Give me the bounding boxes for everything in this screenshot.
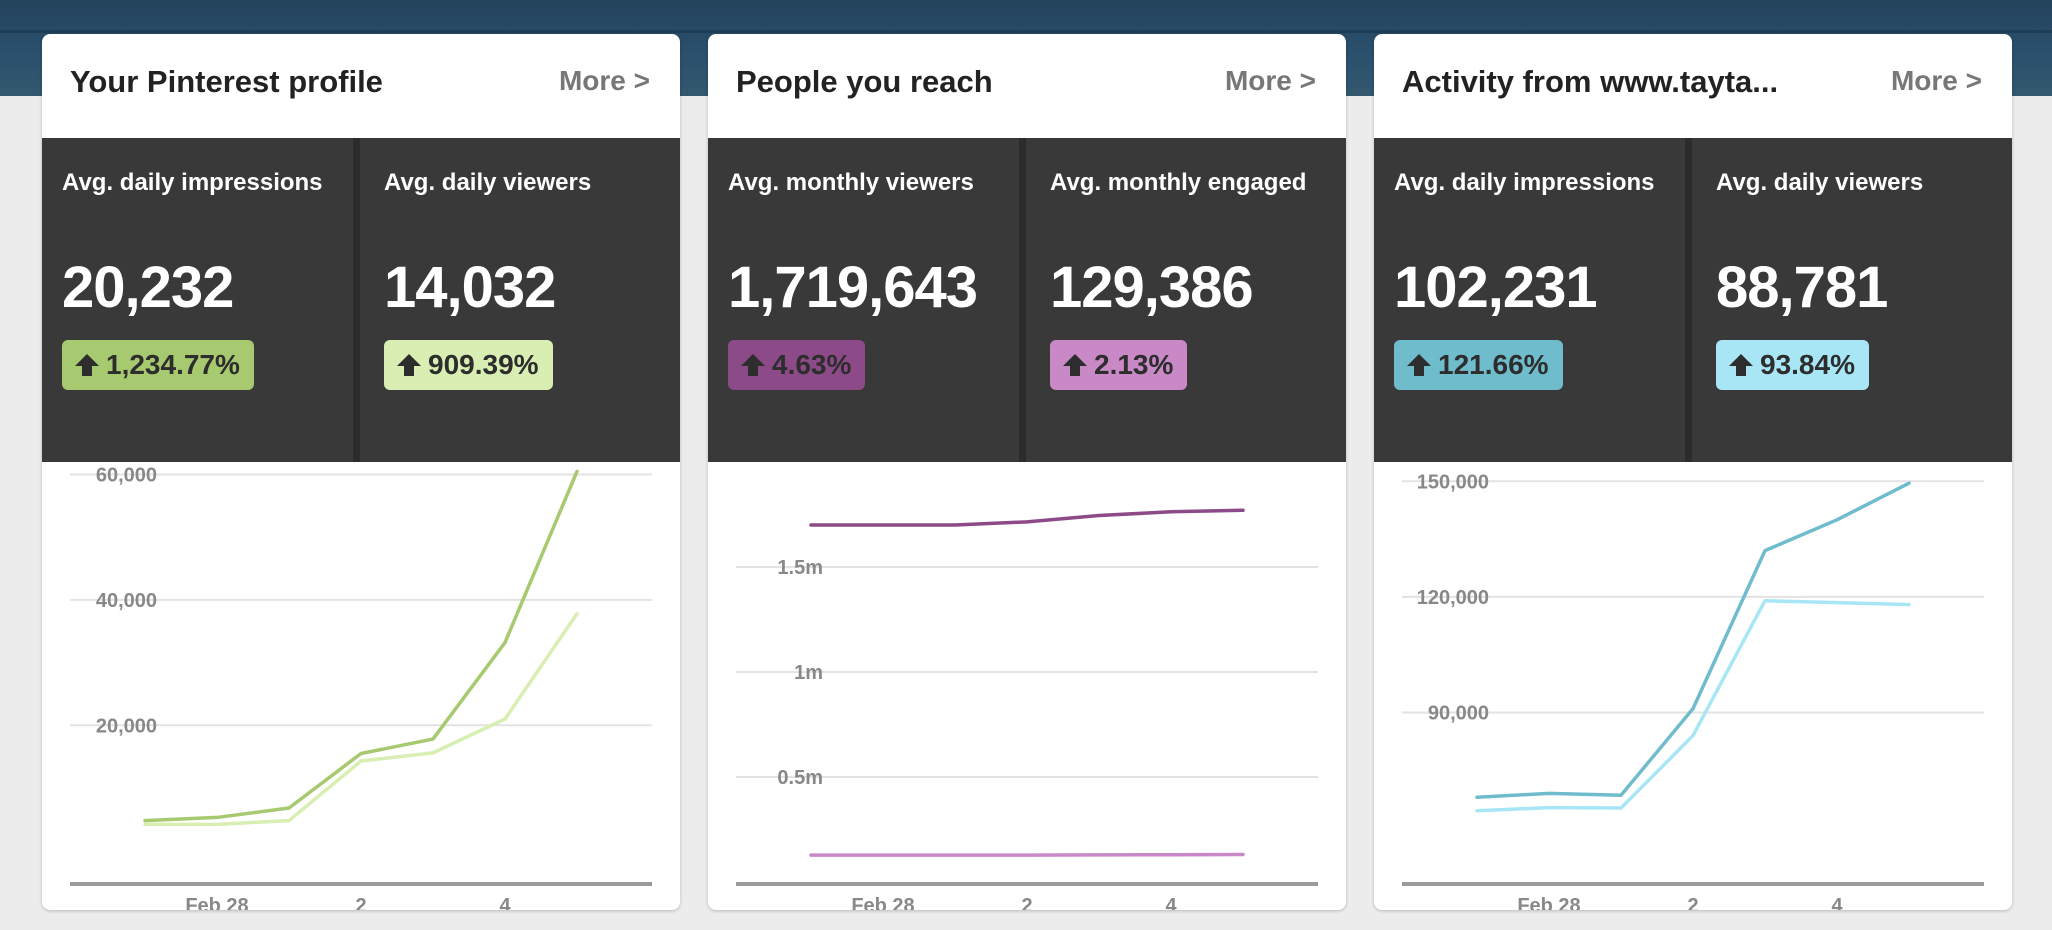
y-tick-label: 60,000 [96,465,157,487]
x-tick-label: 4 [1165,895,1177,910]
stat-value: 14,032 [384,255,556,320]
stat-label: Avg. monthly viewers [728,169,974,196]
y-tick-label: 1m [794,662,823,684]
change-percent: 1,234.77% [106,349,240,380]
arrow-up-icon [1729,354,1753,376]
x-tick-label: 2 [355,895,366,910]
stat-label: Avg. daily impressions [1394,169,1655,196]
change-percent: 2.13% [1094,349,1174,380]
stat-avg-daily-viewers: Avg. daily viewers 88,781 93.84% [1716,138,2012,462]
x-tick-label: Feb 28 [1517,895,1580,910]
x-tick-label: 4 [1831,895,1843,910]
card-title: People you reach [736,64,993,99]
y-tick-label: 20,000 [96,715,157,737]
series-line [1475,481,1911,799]
card-website-activity: Activity from www.tayta... More > Avg. d… [1374,34,2012,910]
more-link[interactable]: More > [558,65,650,96]
x-tick-label: 2 [1687,895,1698,910]
y-tick-label: 1.5m [777,557,823,579]
stat-label: Avg. monthly engaged [1050,169,1307,196]
x-tick-label: 4 [499,895,511,910]
line-chart: 20,000 40,000 60,000 Feb 28 2 4 [42,462,680,910]
card-header: Your Pinterest profile More > [42,34,680,138]
change-badge: 1,234.77% [62,340,254,390]
card-title: Your Pinterest profile [70,64,383,99]
stat-value: 20,232 [62,255,234,320]
y-tick-label: 150,000 [1417,471,1489,493]
series-line [809,508,1245,527]
stat-divider [1019,138,1026,462]
series-line [143,611,579,827]
stats-panel: Avg. daily impressions 102,231 121.66% A… [1374,138,2012,462]
y-tick-label: 0.5m [777,767,823,789]
stat-divider [353,138,360,462]
y-tick-label: 90,000 [1428,702,1489,724]
stats-panel: Avg. daily impressions 20,232 1,234.77% … [42,138,680,462]
line-chart: 90,000 120,000 150,000 Feb 28 2 4 [1374,462,2012,910]
change-percent: 121.66% [1438,349,1549,380]
stat-avg-daily-impressions: Avg. daily impressions 20,232 1,234.77% [62,138,362,462]
series-line [1475,598,1911,813]
card-header: People you reach More > [708,34,1346,138]
stat-avg-daily-viewers: Avg. daily viewers 14,032 909.39% [384,138,680,462]
stats-panel: Avg. monthly viewers 1,719,643 4.63% Avg… [708,138,1346,462]
y-tick-label: 120,000 [1417,587,1489,609]
stat-label: Avg. daily impressions [62,169,323,196]
stat-avg-monthly-viewers: Avg. monthly viewers 1,719,643 4.63% [728,138,1028,462]
line-chart: 0.5m 1m 1.5m Feb 28 2 4 [708,462,1346,910]
change-percent: 909.39% [428,349,539,380]
stat-value: 1,719,643 [728,255,978,320]
change-badge: 4.63% [728,340,866,390]
card-people-you-reach: People you reach More > Avg. monthly vie… [708,34,1346,910]
more-link[interactable]: More > [1224,65,1316,96]
stat-value: 129,386 [1050,255,1254,320]
y-tick-label: 40,000 [96,590,157,612]
card-pinterest-profile: Your Pinterest profile More > Avg. daily… [42,34,680,910]
arrow-up-icon [1063,354,1087,376]
x-tick-label: Feb 28 [851,895,914,910]
stat-avg-daily-impressions: Avg. daily impressions 102,231 121.66% [1394,138,1694,462]
change-percent: 93.84% [1760,349,1855,380]
change-badge: 909.39% [384,340,553,390]
series-line [809,852,1245,857]
arrow-up-icon [397,354,421,376]
change-badge: 2.13% [1050,340,1188,390]
stat-divider [1685,138,1692,462]
stat-value: 88,781 [1716,255,1888,320]
change-badge: 93.84% [1716,340,1869,390]
stat-avg-monthly-engaged: Avg. monthly engaged 129,386 2.13% [1050,138,1346,462]
arrow-up-icon [75,354,99,376]
arrow-up-icon [1407,354,1431,376]
stat-label: Avg. daily viewers [1716,169,1924,196]
x-tick-label: Feb 28 [185,895,248,910]
change-percent: 4.63% [772,349,852,380]
x-tick-label: 2 [1021,895,1032,910]
series-line [143,469,579,823]
stat-value: 102,231 [1394,255,1598,320]
card-title: Activity from www.tayta... [1402,64,1779,99]
more-link[interactable]: More > [1890,65,1982,96]
change-badge: 121.66% [1394,340,1563,390]
arrow-up-icon [741,354,765,376]
stat-label: Avg. daily viewers [384,169,592,196]
card-header: Activity from www.tayta... More > [1374,34,2012,138]
